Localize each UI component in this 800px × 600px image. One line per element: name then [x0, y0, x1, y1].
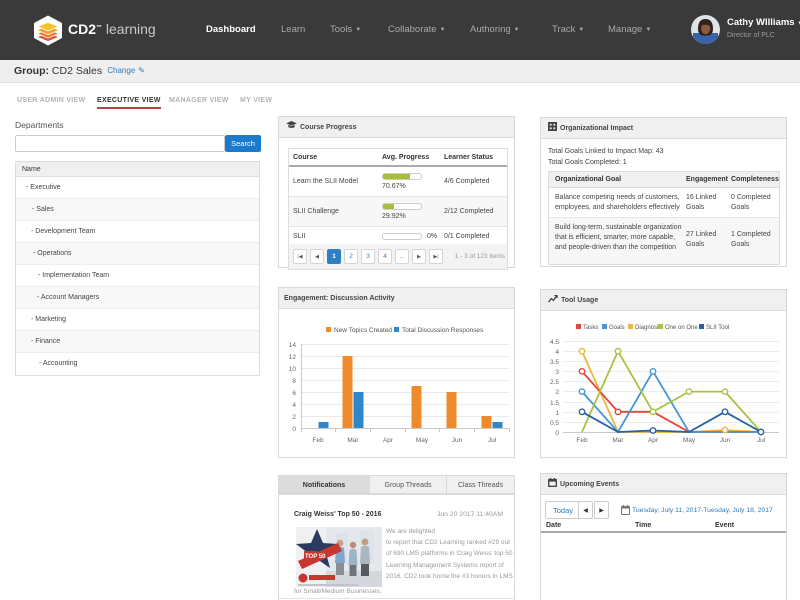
svg-text:Mar: Mar	[612, 437, 624, 444]
svg-text:6: 6	[292, 390, 296, 397]
svg-text:2: 2	[555, 389, 559, 396]
svg-text:Jun: Jun	[720, 437, 731, 444]
svg-text:TOP 50: TOP 50	[305, 554, 326, 560]
svg-text:3: 3	[555, 369, 559, 376]
svg-text:Apr: Apr	[383, 437, 394, 444]
svg-text:0.5: 0.5	[550, 420, 559, 427]
svg-text:2.5: 2.5	[550, 379, 559, 386]
svg-text:1: 1	[555, 410, 559, 417]
svg-text:Tasks: Tasks	[583, 325, 598, 331]
svg-text:Jul: Jul	[757, 437, 766, 444]
svg-text:Jun: Jun	[452, 437, 463, 444]
svg-text:May: May	[416, 437, 429, 444]
svg-text:Mar: Mar	[347, 437, 359, 444]
svg-text:4.5: 4.5	[550, 339, 559, 346]
svg-text:4: 4	[292, 402, 296, 409]
svg-text:Feb: Feb	[576, 437, 588, 444]
svg-text:10: 10	[289, 366, 297, 373]
svg-text:Goals: Goals	[609, 325, 625, 331]
svg-text:SLII Tool: SLII Tool	[706, 325, 729, 331]
svg-text:May: May	[683, 437, 696, 444]
svg-text:Feb: Feb	[312, 437, 324, 444]
svg-text:Diagnosis: Diagnosis	[635, 325, 661, 331]
svg-text:New Topics Created: New Topics Created	[334, 327, 392, 334]
svg-text:0: 0	[292, 426, 296, 433]
svg-text:Apr: Apr	[648, 437, 659, 444]
svg-text:12: 12	[289, 354, 297, 361]
svg-text:Total Discussion Responses: Total Discussion Responses	[402, 327, 484, 334]
svg-text:3.5: 3.5	[550, 359, 559, 366]
svg-text:4: 4	[555, 349, 559, 356]
svg-text:2: 2	[292, 414, 296, 421]
svg-text:1.5: 1.5	[550, 400, 559, 407]
svg-text:8: 8	[292, 378, 296, 385]
svg-text:One on One: One on One	[665, 325, 698, 331]
svg-text:Jul: Jul	[488, 437, 497, 444]
svg-text:0: 0	[555, 430, 559, 437]
svg-text:14: 14	[289, 342, 297, 349]
